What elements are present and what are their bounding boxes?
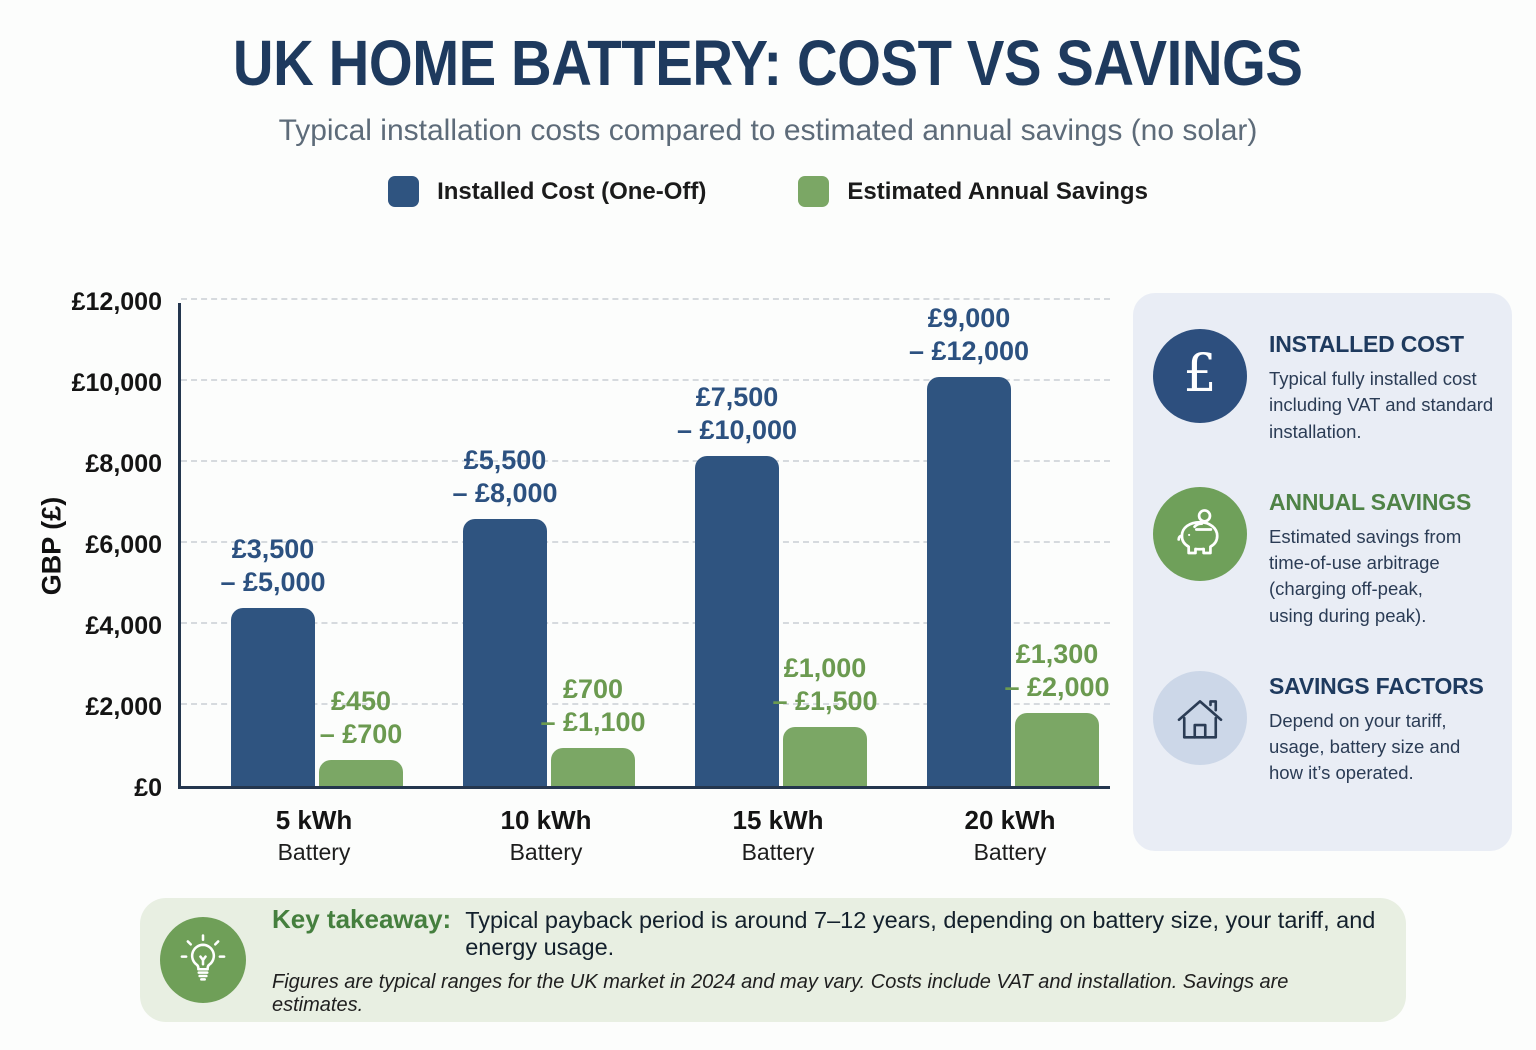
cost-bar — [927, 376, 1011, 786]
y-tick-label: £12,000 — [71, 288, 162, 316]
savings-bar — [551, 747, 635, 786]
savings-bar — [783, 727, 867, 786]
gridline — [181, 379, 1110, 381]
info-title-installed-cost: INSTALLED COST — [1269, 331, 1464, 357]
legend-label: Installed Cost (One-Off) — [437, 177, 707, 205]
key-takeaway-label: Key takeaway: — [272, 903, 452, 934]
cost-range-label: £3,500 – £5,000 — [220, 533, 326, 597]
gridline — [181, 622, 1110, 624]
key-takeaway-text: Typical payback period is around 7–12 ye… — [465, 906, 1376, 960]
gridline — [181, 298, 1110, 300]
page-title: UK HOME BATTERY: COST VS SAVINGS — [233, 27, 1303, 99]
y-tick-label: £4,000 — [85, 612, 162, 640]
cost-range-label: £9,000 – £12,000 — [908, 303, 1030, 367]
info-title-savings-factors: SAVINGS FACTORS — [1269, 672, 1484, 699]
key-takeaway-banner: Key takeaway: Typical payback period is … — [140, 898, 1406, 1022]
info-title-annual-savings: ANNUAL SAVINGS — [1269, 488, 1472, 515]
plot-area: £3,500 – £5,000 £5,500 – £8,000 £7,500 – £… — [178, 298, 1110, 789]
cost-range-label: £7,500 – £10,000 — [676, 382, 798, 445]
x-category-label: 10 kWh Battery — [500, 805, 592, 865]
info-row-annual-savings: ANNUAL SAVINGS Estimated savings from ti… — [1153, 486, 1494, 629]
savings-range-label: £700 – £1,100 — [540, 673, 646, 737]
y-axis-title: GBP (£) — [36, 496, 67, 596]
info-body-annual-savings: Estimated savings from time-of-use arbit… — [1269, 525, 1462, 626]
legend-item-cost: Installed Cost (One-Off) — [388, 176, 706, 207]
gridline — [181, 460, 1110, 462]
info-row-savings-factors: SAVINGS FACTORS Depend on your tariff, u… — [1153, 670, 1494, 787]
info-panel: £ INSTALLED COST Typical fully installed… — [1133, 293, 1512, 851]
y-tick-label: £2,000 — [85, 693, 162, 721]
lightbulb-icon — [160, 917, 246, 1003]
piggy-bank-icon — [1153, 486, 1247, 581]
header: UK HOME BATTERY: COST VS SAVINGS — [0, 26, 1536, 100]
legend-item-savings: Estimated Annual Savings — [798, 176, 1148, 207]
info-body-savings-factors: Depend on your tariff, usage, battery si… — [1269, 709, 1461, 784]
x-category-label: 20 kWh Battery — [964, 805, 1056, 865]
x-category-label: 5 kWh Battery — [275, 805, 353, 865]
takeaway-footnote: Figures are typical ranges for the UK ma… — [272, 970, 1289, 1016]
y-tick-label: £8,000 — [85, 450, 162, 478]
legend-swatch — [388, 176, 420, 207]
cost-bar — [463, 518, 547, 786]
legend-swatch — [798, 176, 830, 207]
cost-bar — [231, 607, 315, 786]
chart-legend: Installed Cost (One-Off) Estimated Annual… — [0, 176, 1536, 207]
x-category-label: 15 kWh Battery — [732, 805, 824, 865]
savings-bar — [319, 759, 403, 786]
cost-range-label: £5,500 – £8,000 — [452, 444, 558, 508]
cost-bar — [695, 455, 779, 786]
savings-range-label: £450 – £700 — [319, 685, 403, 749]
legend-label: Estimated Annual Savings — [847, 177, 1148, 205]
pound-icon: £ — [1153, 329, 1247, 423]
gridline — [181, 703, 1110, 705]
y-tick-label: £10,000 — [71, 369, 162, 397]
y-tick-label: £6,000 — [85, 531, 162, 559]
savings-bar — [1015, 713, 1099, 786]
savings-range-label: £1,000 – £1,500 — [772, 653, 878, 717]
y-tick-label: £0 — [134, 774, 162, 802]
info-row-installed-cost: £ INSTALLED COST Typical fully installed… — [1153, 329, 1494, 445]
gridline — [181, 541, 1110, 543]
info-body-installed-cost: Typical fully installed cost including V… — [1269, 368, 1494, 442]
house-icon — [1153, 670, 1247, 765]
page-subtitle: Typical installation costs compared to e… — [278, 114, 1258, 147]
